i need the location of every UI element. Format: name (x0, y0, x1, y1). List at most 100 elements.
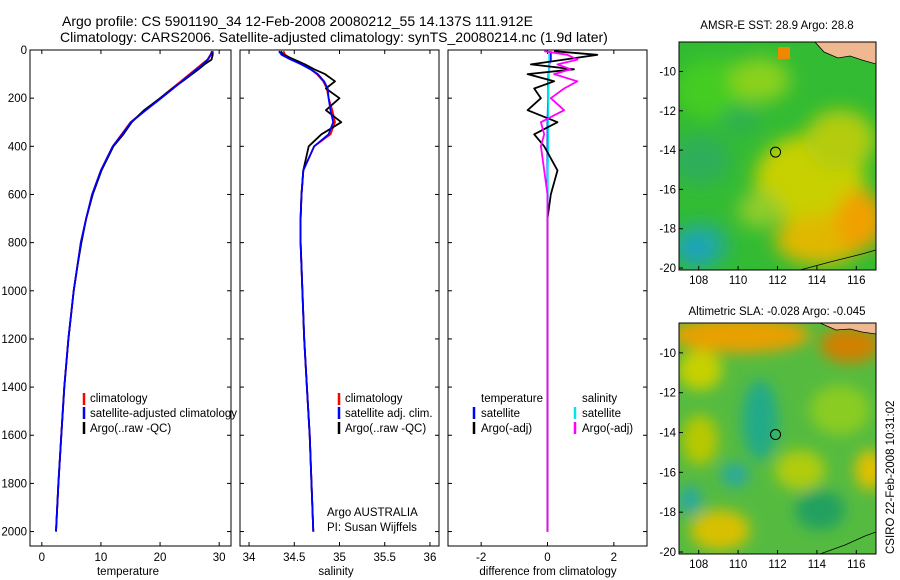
temperature-profile-panel: 0 10 20 30 0 200 400 600 800 1000 1200 1400 1600 1800… (1, 45, 232, 564)
temperature-xlabel: temperature (97, 566, 159, 578)
map-x-tick-label: 108 (689, 275, 708, 287)
salinity-legend: climatology satellite adj. clim. Argo(..… (337, 393, 433, 435)
map-y-tick-label: -10 (659, 66, 676, 78)
sla-field-patch (820, 327, 876, 363)
map-y-tick-label: -16 (659, 467, 676, 479)
sst-heatmap-field (679, 58, 876, 267)
map-y-tick-label: -20 (659, 547, 676, 559)
y-tick-label: 1200 (1, 334, 27, 346)
temperature-axes-frame (29, 49, 232, 547)
y-tick-label: 200 (8, 93, 27, 105)
sla-field-patch (742, 380, 778, 460)
sla-field-patch (795, 490, 845, 530)
series-line-salinity-argo-adj- (540, 50, 579, 532)
x-tick-label: 0 (39, 552, 45, 564)
x-tick-label: 34 (243, 552, 256, 564)
map-x-tick-label: 116 (847, 275, 865, 287)
y-tick-label: 1000 (1, 286, 27, 298)
figure-title-line1: Argo profile: CS 5901190_34 12-Feb-2008 … (62, 13, 533, 29)
salinity-profile-panel: 34 34.5 35 35.5 36 (239, 49, 440, 564)
x-tick-label: -2 (476, 552, 486, 564)
difference-profile-panel: -2 0 2 (447, 49, 648, 564)
salinity-xlabel: salinity (318, 566, 353, 578)
sla-field-patch (679, 350, 722, 390)
y-tick-label: 1400 (1, 382, 27, 394)
map-y-tick-label: -20 (659, 263, 676, 275)
sla-field-patch (810, 385, 870, 435)
x-tick-label: 35 (333, 552, 346, 564)
legend-label-satellite: satellite adj. clim. (345, 408, 433, 420)
sla-field-patch (679, 323, 810, 353)
y-tick-label: 800 (8, 238, 27, 250)
map-y-tick-label: -14 (659, 428, 676, 440)
sla-field-patch (679, 486, 702, 514)
map-y-tick-label: -18 (659, 224, 676, 236)
legend-label-sal-satellite: satellite (582, 408, 621, 420)
legend-label-argo: Argo(..raw -QC) (90, 423, 171, 435)
map-y-tick-label: -12 (659, 388, 676, 400)
x-tick-label: 35.5 (374, 552, 396, 564)
sla-coastline-south (819, 531, 876, 554)
legend-label-argo: Argo(..raw -QC) (345, 423, 426, 435)
map-x-tick-label: 108 (689, 559, 708, 571)
sst-coastline-land (814, 42, 876, 65)
argo-position-marker (770, 429, 782, 441)
salinity-annotation-line1: Argo AUSTRALIA (327, 507, 418, 519)
sst-field-patch (835, 190, 876, 250)
x-tick-label: 10 (95, 552, 108, 564)
sst-field-patch (720, 106, 760, 134)
sla-field-patch (682, 415, 718, 465)
legend-heading-salinity: salinity (582, 393, 617, 405)
sst-coastline-south (799, 249, 876, 270)
y-tick-label: 0 (21, 45, 27, 57)
sst-field-patch (679, 135, 730, 185)
sst-field-patch (738, 192, 782, 228)
y-tick-label: 400 (8, 141, 27, 153)
sst-map-panel: AMSR-E SST: 28.9 Argo: 28.8 108 110 112 114… (659, 20, 877, 287)
sst-warm-pixel (778, 47, 790, 59)
map-y-tick-label: -12 (659, 106, 676, 118)
series-line-satellite-adj-clim- (278, 50, 335, 532)
csiro-credit: CSIRO 22-Feb-2008 10:31:02 (885, 401, 897, 554)
difference-legend: temperature satellite Argo(-adj) salinit… (472, 393, 633, 435)
sla-coastline-land (819, 323, 876, 335)
x-tick-label: 34.5 (283, 552, 305, 564)
y-tick-label: 1600 (1, 430, 27, 442)
legend-heading-temperature: temperature (481, 393, 543, 405)
y-tick-label: 1800 (1, 478, 27, 490)
sla-heatmap-field (679, 323, 876, 550)
argo-position-marker (770, 146, 782, 158)
legend-label-climatology: climatology (90, 393, 148, 405)
difference-xlabel: difference from climatology (479, 566, 616, 578)
x-tick-label: 30 (213, 552, 226, 564)
map-y-tick-label: -16 (659, 184, 676, 196)
salinity-axes-frame (239, 49, 440, 547)
x-tick-label: 20 (154, 552, 167, 564)
legend-label-temp-satellite: satellite (481, 408, 520, 420)
x-tick-label: 0 (544, 552, 550, 564)
salinity-annotation-line2: PI: Susan Wijffels (327, 522, 417, 534)
y-tick-label: 600 (8, 189, 27, 201)
sst-field-patch (730, 58, 790, 102)
sst-map-title: AMSR-E SST: 28.9 Argo: 28.8 (700, 20, 853, 32)
map-x-tick-label: 114 (808, 559, 827, 571)
sst-field-patch (805, 110, 875, 170)
map-y-tick-label: -14 (659, 145, 676, 157)
map-x-tick-label: 110 (729, 559, 747, 571)
legend-label-climatology: climatology (345, 393, 403, 405)
map-x-tick-label: 112 (768, 275, 786, 287)
x-tick-label: 36 (424, 552, 437, 564)
x-tick-label: 2 (611, 552, 617, 564)
figure-title-line2: Climatology: CARS2006. Satellite-adjuste… (60, 29, 608, 45)
map-x-tick-label: 112 (768, 559, 786, 571)
map-x-tick-label: 110 (729, 275, 747, 287)
temperature-legend: climatology satellite-adjusted climatolo… (82, 393, 237, 435)
sla-field-patch (855, 450, 876, 490)
sla-field-patch (775, 450, 825, 490)
map-x-tick-label: 116 (847, 559, 865, 571)
legend-label-satellite: satellite-adjusted climatology (90, 408, 237, 420)
series-line-satellite-adjusted-climatology (55, 50, 213, 532)
map-y-tick-label: -18 (659, 507, 676, 519)
sla-field-patch (721, 463, 749, 487)
